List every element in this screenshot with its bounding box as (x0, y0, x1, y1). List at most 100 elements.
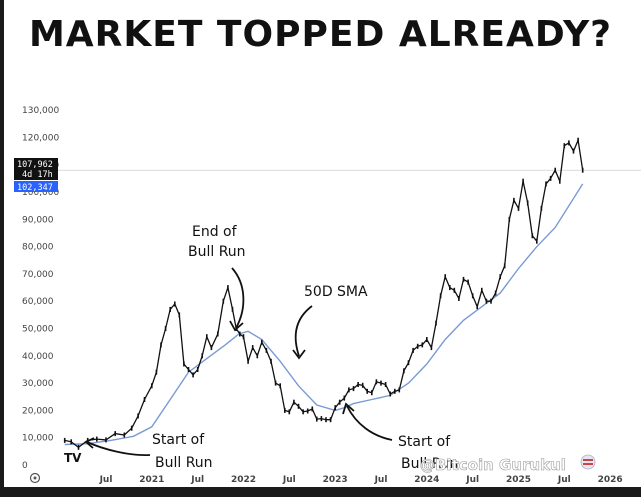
price-point (123, 432, 126, 438)
price-point (563, 143, 566, 149)
price-point (284, 407, 286, 413)
price-point (320, 416, 323, 422)
y-tick-label: 10,000 (22, 434, 54, 444)
price-point (239, 331, 241, 337)
price-point (160, 342, 162, 348)
y-tick-label: 50,000 (22, 325, 54, 335)
arrowhead-start-of-bull-run-2 (342, 402, 355, 415)
price-badge: 107,962 4d 17h 102,347 (14, 158, 58, 193)
price-point (130, 425, 133, 431)
price-point (375, 379, 378, 385)
price-point (499, 274, 501, 280)
price-point (201, 353, 203, 359)
frame-bottom-border (0, 487, 641, 497)
price-point (343, 395, 346, 401)
gear-icon[interactable] (29, 472, 41, 484)
annotations: End of Bull Run 50D SMA Start of Bull Ru… (84, 224, 459, 472)
arrow-start-of-bull-run-2 (346, 405, 393, 441)
price-point (338, 399, 341, 405)
price-point (288, 409, 291, 415)
annotation-end-of-bull-run-line1: End of (192, 224, 238, 240)
price-point (421, 342, 424, 348)
annotation-start-of-bull-run-1-line2: Bull Run (155, 455, 213, 471)
price-badge-marker-bg (14, 181, 58, 192)
arrowhead-start-of-bull-run-1 (84, 437, 95, 449)
price-point (572, 148, 575, 154)
price-point (265, 347, 268, 353)
price-point (187, 367, 190, 372)
price-point (164, 326, 167, 331)
logo: TV (64, 451, 82, 465)
price-point (169, 306, 171, 312)
price-point (247, 358, 249, 364)
price-point (227, 285, 229, 291)
price-point (471, 293, 474, 299)
price-point (559, 178, 561, 184)
price-point (394, 388, 396, 394)
price-point (581, 167, 584, 173)
price-point (577, 137, 579, 143)
price-point (183, 361, 185, 367)
price-point (568, 140, 570, 146)
price-point (503, 263, 506, 269)
price-point (63, 437, 66, 443)
price-point (371, 390, 373, 396)
price-point (444, 274, 446, 280)
x-tick-label: Jul (99, 475, 113, 485)
price-point (554, 167, 556, 173)
y-axis-ticks: 0 10,000 20,000 30,000 40,000 50,000 60,000 70,… (22, 106, 59, 471)
price-point (297, 403, 300, 409)
price-point (222, 298, 225, 304)
price-point (407, 360, 410, 366)
arrowhead-end-of-bull-run (229, 320, 244, 332)
price-point (384, 382, 387, 387)
price-point (508, 216, 511, 222)
flag-icon (580, 454, 596, 470)
price-point (357, 382, 359, 387)
price-point (231, 306, 234, 312)
price-point (210, 345, 213, 351)
price-point (306, 408, 309, 414)
price-point (70, 439, 72, 445)
price-point (536, 238, 538, 244)
arrow-start-of-bull-run-1 (86, 441, 151, 456)
price-point (398, 387, 401, 393)
price-point (412, 347, 414, 353)
price-point (439, 293, 442, 299)
y-tick-label: 60,000 (22, 297, 54, 307)
arrowhead-50d-sma (292, 349, 306, 360)
price-point (206, 334, 208, 340)
price-point (476, 304, 478, 310)
price-point (517, 205, 520, 211)
price-point (481, 287, 483, 293)
price-point (430, 345, 433, 351)
price-point (77, 444, 80, 450)
price-point (540, 205, 543, 211)
price-point (334, 405, 336, 411)
chart-title: MARKET TOPPED ALREADY? (28, 14, 613, 55)
price-point (137, 413, 139, 419)
y-tick-label: 40,000 (22, 352, 54, 362)
x-tick-label: Jul (465, 475, 479, 485)
price-point (531, 233, 534, 239)
price-point (105, 437, 107, 443)
price-point (462, 276, 465, 282)
price-point (274, 380, 277, 386)
x-tick-label: 2021 (139, 475, 164, 485)
y-tick-label: 0 (22, 461, 28, 471)
price-point (458, 296, 460, 301)
price-point (494, 290, 497, 296)
price-point (311, 406, 314, 412)
y-tick-label: 100,000 (22, 188, 59, 198)
price-point (96, 436, 98, 442)
price-point (513, 197, 515, 203)
price-badge-marker: 102,347 (17, 183, 53, 193)
annotation-start-of-bull-run-2-line2: Bull Run (401, 456, 459, 472)
x-tick-label: 2025 (506, 475, 531, 485)
y-tick-label: 90,000 (22, 215, 54, 225)
y-tick-label: 30,000 (22, 379, 54, 389)
y-tick-label: 120,000 (22, 133, 59, 143)
price-point (242, 334, 245, 340)
price-point (143, 397, 146, 402)
